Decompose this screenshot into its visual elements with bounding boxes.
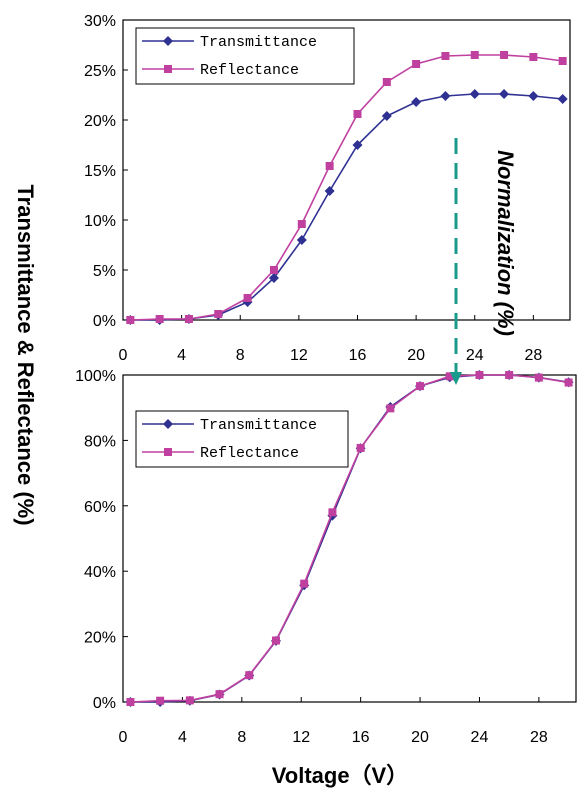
reflectance-point: [412, 60, 421, 68]
legend-label-transmittance: Transmittance: [200, 417, 317, 434]
legend-box: [135, 410, 349, 468]
transmittance-point: [324, 186, 335, 196]
reflectance-point: [356, 443, 365, 452]
legend-label-reflectance: Reflectance: [200, 445, 299, 462]
x-tick-label: 24: [471, 729, 489, 746]
reflectance-point: [416, 382, 425, 391]
reflectance-point: [215, 690, 224, 699]
reflectance-point: [300, 579, 309, 588]
reflectance-point: [500, 51, 509, 59]
reflectance-point: [386, 404, 395, 413]
x-tick-label: 8: [237, 729, 246, 746]
x-tick-label: 24: [466, 347, 484, 364]
reflectance-point: [558, 57, 567, 65]
x-tick-label: 20: [411, 729, 429, 746]
x-tick-label: 20: [407, 347, 425, 364]
y-tick-label: 40%: [84, 564, 116, 581]
x-tick-label: 0: [119, 729, 128, 746]
transmittance-point: [528, 91, 539, 101]
x-tick-label: 4: [178, 729, 187, 746]
reflectance-point: [185, 696, 194, 705]
reflectance-point: [243, 294, 252, 302]
legend-box: [135, 27, 355, 85]
transmittance-point: [440, 91, 451, 101]
transmittance-point: [268, 273, 279, 283]
legend-marker-reflectance: [164, 65, 172, 73]
legend-marker-transmittance: [163, 419, 173, 429]
legend: Transmittance Reflectance: [135, 410, 349, 468]
transmittance-point: [296, 235, 307, 245]
y-tick-label: 10%: [84, 213, 116, 230]
reflectance-point: [126, 316, 135, 324]
transmittance-point: [469, 89, 480, 99]
reflectance-point: [529, 53, 538, 61]
normalization-arrow: [450, 138, 462, 385]
y-tick-label: 100%: [75, 368, 116, 385]
y-tick-label: 5%: [93, 263, 116, 280]
reflectance-point: [445, 372, 454, 381]
transmittance-point: [411, 97, 422, 107]
x-tick-label: 16: [349, 347, 367, 364]
reflectance-point: [155, 315, 164, 323]
transmittance-point: [352, 140, 363, 150]
reflectance-point: [325, 162, 334, 170]
normalization-label: Normalization (%): [493, 150, 518, 336]
legend-marker-reflectance: [164, 448, 172, 456]
plot-frame: [122, 374, 577, 703]
y-axis-title: Transmittance & Reflectance (%): [13, 184, 38, 525]
legend-label-reflectance: Reflectance: [200, 62, 299, 79]
reflectance-point: [353, 110, 362, 118]
x-tick-label: 28: [524, 347, 542, 364]
reflectance-point: [156, 696, 165, 705]
transmittance-point: [557, 94, 568, 104]
y-tick-label: 20%: [84, 630, 116, 647]
legend-marker-transmittance: [163, 36, 173, 46]
x-tick-label: 0: [119, 347, 128, 364]
reflectance-point: [534, 373, 543, 382]
reflectance-point: [245, 671, 254, 680]
reflectance-point: [441, 52, 450, 60]
y-tick-label: 0%: [93, 695, 116, 712]
y-tick-label: 60%: [84, 499, 116, 516]
reflectance-point: [214, 310, 223, 318]
reflectance-point: [269, 266, 278, 274]
reflectance-line: [130, 374, 569, 703]
legend: Transmittance Reflectance: [135, 27, 355, 85]
x-tick-label: 28: [530, 729, 548, 746]
reflectance-point: [126, 698, 135, 706]
y-tick-label: 0%: [93, 313, 116, 330]
transmittance-point: [499, 89, 510, 99]
x-tick-label: 4: [177, 347, 186, 364]
x-tick-label: 12: [290, 347, 308, 364]
reflectance-point: [564, 378, 573, 387]
reflectance-line: [130, 54, 563, 321]
y-tick-label: 80%: [84, 433, 116, 450]
legend-label-transmittance: Transmittance: [200, 34, 317, 51]
reflectance-point: [328, 508, 337, 517]
x-tick-label: 8: [236, 347, 245, 364]
reflectance-point: [297, 220, 306, 228]
x-tick-label: 16: [352, 729, 370, 746]
y-tick-label: 25%: [84, 63, 116, 80]
top-chart: 0% 5% 10% 15% 20% 25% 30% 0 4 8 12 16 20 24 28 Transmit…: [84, 13, 571, 364]
reflectance-point: [184, 315, 193, 323]
transmittance-point: [381, 111, 392, 121]
bottom-chart: 0% 20% 40% 60% 80% 100% 0 4 8 12 16 20 24 28 Transmitt…: [75, 368, 577, 746]
reflectance-point: [470, 51, 479, 59]
reflectance-point: [271, 636, 280, 645]
x-axis-title: Voltage（V）: [272, 763, 409, 788]
y-tick-label: 15%: [84, 163, 116, 180]
reflectance-point: [505, 371, 514, 379]
y-tick-label: 30%: [84, 13, 116, 30]
reflectance-point: [475, 371, 484, 379]
reflectance-point: [382, 78, 391, 86]
x-tick-label: 12: [292, 729, 310, 746]
y-tick-label: 20%: [84, 113, 116, 130]
